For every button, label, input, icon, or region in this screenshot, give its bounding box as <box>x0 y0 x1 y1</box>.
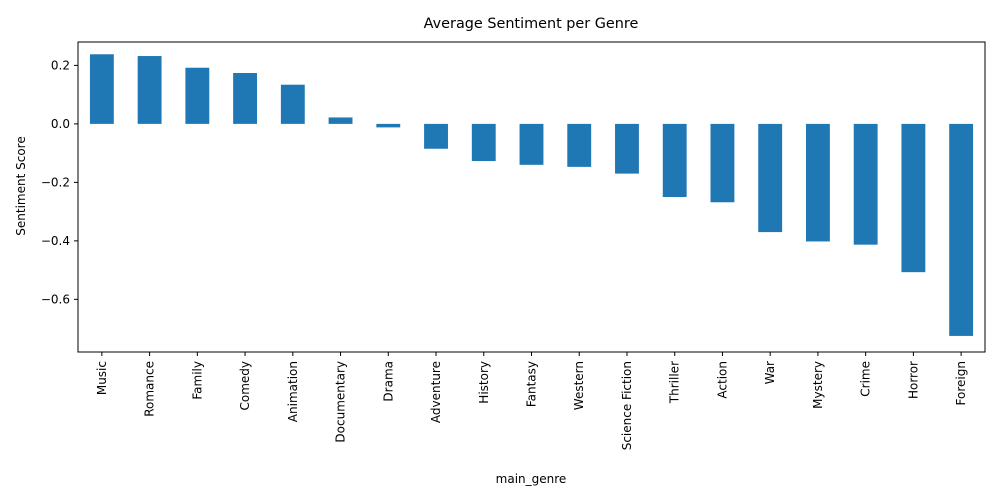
x-tick-label: Horror <box>906 361 920 399</box>
y-tick-label: 0.0 <box>51 117 70 131</box>
y-tick-label: −0.6 <box>41 292 70 306</box>
bar-adventure <box>424 123 448 149</box>
bar-science-fiction <box>615 123 639 174</box>
x-tick-label: War <box>763 361 777 384</box>
bar-war <box>758 123 783 233</box>
bar-action <box>710 123 735 203</box>
x-tick-label: Adventure <box>429 361 443 423</box>
x-tick-label: Fantasy <box>525 361 539 407</box>
x-tick-label: Family <box>190 361 204 400</box>
y-axis-title: Sentiment Score <box>14 136 28 235</box>
x-tick-label: Drama <box>381 361 395 402</box>
x-tick-label: History <box>477 361 491 404</box>
x-tick-label: Foreign <box>954 361 968 405</box>
bar-documentary <box>328 117 353 124</box>
bar-crime <box>853 123 878 245</box>
bar-thriller <box>662 123 687 197</box>
bar-western <box>567 123 592 167</box>
x-axis-title: main_genre <box>496 472 567 486</box>
x-tick-label: Comedy <box>238 361 252 411</box>
y-tick-label: 0.2 <box>51 58 70 72</box>
x-tick-label: Science Fiction <box>620 361 634 450</box>
bar-horror <box>901 123 926 273</box>
x-axis: Music Romance Family Comedy Animation Documen… <box>95 352 968 450</box>
bar-comedy <box>233 73 258 124</box>
bar-foreign <box>949 123 974 336</box>
y-tick-label: −0.4 <box>41 234 70 248</box>
x-tick-label: Animation <box>286 361 300 422</box>
bar-drama <box>376 123 401 128</box>
bars-group <box>89 54 974 336</box>
chart-title: Average Sentiment per Genre <box>424 16 639 32</box>
x-tick-label: Western <box>572 361 586 410</box>
bar-music <box>89 54 114 124</box>
x-tick-label: Thriller <box>668 361 682 404</box>
plot-frame <box>77 41 986 353</box>
bar-animation <box>280 84 305 124</box>
plot-area: 0.2 0.0 −0.2 −0.4 −0.6 Music Romance Family Com… <box>41 41 986 450</box>
bar-romance <box>137 56 162 124</box>
x-tick-label: Mystery <box>811 361 825 409</box>
x-tick-label: Romance <box>143 361 157 417</box>
x-tick-label: Crime <box>859 361 873 397</box>
x-tick-label: Music <box>95 361 109 395</box>
bar-mystery <box>805 123 830 242</box>
bar-family <box>185 67 210 124</box>
bar-history <box>471 123 496 162</box>
bar-fantasy <box>519 123 544 165</box>
x-tick-label: Action <box>715 361 729 399</box>
y-tick-label: −0.2 <box>41 175 70 189</box>
x-tick-label: Documentary <box>334 361 348 443</box>
y-axis: 0.2 0.0 −0.2 −0.4 −0.6 <box>41 58 78 306</box>
